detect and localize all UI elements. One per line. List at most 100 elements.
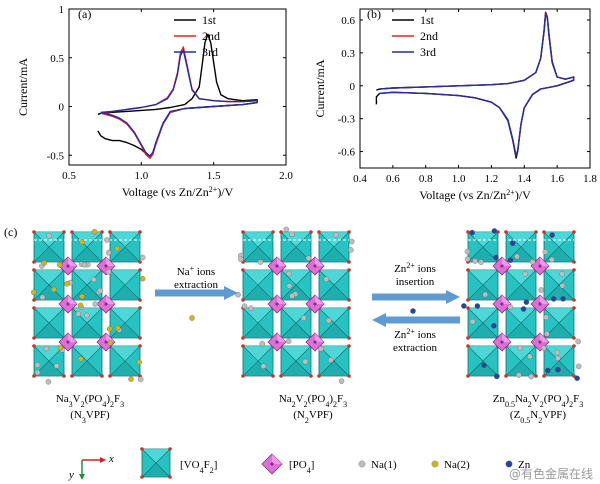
vo4f2-octahedron xyxy=(140,447,172,479)
na1-atom xyxy=(575,363,582,370)
po4-tetrahedron xyxy=(530,256,550,276)
na1-atom xyxy=(238,256,244,263)
zn-atom xyxy=(507,257,514,263)
vo4f2-octahedron xyxy=(317,268,351,302)
legend-label: [PO4] xyxy=(289,459,314,475)
na1-atom xyxy=(45,379,52,385)
legend-label: 1st xyxy=(420,13,435,27)
vo4f2-octahedron xyxy=(466,306,500,340)
na1-atom xyxy=(137,376,144,383)
structure-legend: x y [VO4F2] [PO4] Na(1) Na(2) Zn xyxy=(68,447,531,481)
transition-label: Zn2+ ions xyxy=(394,261,436,276)
zn-atom xyxy=(491,228,498,234)
transition-label: Na+ ions xyxy=(177,264,215,279)
po4-tetrahedron xyxy=(492,294,512,314)
vo4f2-octahedron xyxy=(70,344,104,378)
po4-tetrahedron xyxy=(492,332,512,352)
na1-atom xyxy=(464,248,471,255)
po4-tetrahedron xyxy=(261,453,283,475)
formula: Na3V2(PO4)2F3 xyxy=(56,393,124,409)
vo4f2-octahedron xyxy=(32,344,66,378)
x-tick-label: 2.0 xyxy=(279,170,293,182)
x-tick-label: 1.4 xyxy=(517,173,531,185)
transition-sublabel: extraction xyxy=(393,342,437,354)
x-tick-label: 0.6 xyxy=(386,173,400,185)
na1-atom xyxy=(516,372,522,378)
x-axis-label: Voltage (vs Zn/Zn2+)/V xyxy=(419,188,531,203)
na1-atom xyxy=(302,358,309,365)
na1-atom xyxy=(286,283,293,289)
cv-chart-a: 0.5 1.0 1.5 2.0 -0.5 0 0.5 1 Voltage (vs Zn/Zn2+… xyxy=(16,4,293,199)
x-axis-label-sup: 2+ xyxy=(209,185,218,194)
na1-atom xyxy=(305,255,312,262)
na1-atom xyxy=(538,287,544,293)
zn-atom xyxy=(505,460,513,468)
x-tick-label: 1.8 xyxy=(583,173,597,185)
legend-label: [VO4F2] xyxy=(180,459,217,475)
na1-atom xyxy=(53,363,60,369)
x-tick-label: 0.4 xyxy=(353,173,367,185)
vo4f2-octahedron xyxy=(32,306,66,340)
na1-atom xyxy=(482,291,489,298)
vo4f2-octahedron xyxy=(241,344,275,378)
na1-atom xyxy=(75,311,82,317)
po4-tetrahedron xyxy=(305,294,325,314)
zn-atom xyxy=(491,323,497,329)
transition-label: Zn2+ ions xyxy=(394,327,436,342)
na2-atom xyxy=(77,302,84,309)
vo4f2-octahedron xyxy=(542,306,576,340)
na2-atom xyxy=(56,262,63,268)
na1-atom xyxy=(575,338,581,345)
na2-atom xyxy=(189,315,195,321)
vo4f2-octahedron xyxy=(317,306,351,340)
na1-atom xyxy=(289,293,295,299)
na1-atom xyxy=(333,232,339,238)
po4-tetrahedron xyxy=(96,332,116,352)
na1-atom xyxy=(540,345,547,351)
na2-atom xyxy=(79,239,85,245)
na1-atom xyxy=(241,303,248,309)
transition-sublabel: insertion xyxy=(396,276,435,288)
po4-tetrahedron xyxy=(530,294,550,314)
na2-atom xyxy=(57,344,64,351)
formula-abbreviation: (N2VPF) xyxy=(293,409,333,425)
legend-item-vo4f2: [VO4F2] xyxy=(140,447,217,479)
na2-atom xyxy=(30,289,37,296)
cv-chart-b: 0.4 0.6 0.8 1.0 1.2 1.4 1.6 1.8 -0.6 -0.3 0 0.3 0.6 V… xyxy=(313,7,597,202)
na2-atom xyxy=(107,340,114,346)
na2-atom xyxy=(91,229,98,235)
axis-x-label: x xyxy=(108,453,114,465)
na1-atom xyxy=(285,338,292,344)
po4-tetrahedron xyxy=(305,256,325,276)
na2-atom xyxy=(106,326,113,332)
legend-label: 2nd xyxy=(420,29,438,43)
na1-atom xyxy=(555,355,561,361)
na1-atom xyxy=(507,304,514,310)
vo4f2-octahedron xyxy=(70,268,104,302)
na1-atom xyxy=(527,353,533,360)
legend-label: 1st xyxy=(202,13,217,27)
zn-atom xyxy=(555,366,561,373)
series-line-3rd xyxy=(100,49,258,157)
na1-atom xyxy=(43,345,50,352)
na1-atom xyxy=(300,315,307,321)
legend-label: Na(2) xyxy=(444,459,470,471)
na1-atom xyxy=(259,340,265,347)
y-axis-label: Current/mA xyxy=(313,59,327,117)
na1-atom xyxy=(92,301,98,307)
na1-atom xyxy=(34,369,41,376)
zn-atom xyxy=(544,367,551,374)
formula-abbreviation: (Z0.5N2VPF) xyxy=(510,409,567,425)
formula: Zn0.5Na2V2(PO4)2F3 xyxy=(493,393,584,409)
na1-atom xyxy=(81,262,88,268)
na1-atom xyxy=(34,362,41,368)
zn-atom xyxy=(560,296,566,302)
po4-tetrahedron xyxy=(492,256,512,276)
na2-atom xyxy=(136,359,142,365)
structure-caption-2: Na2V2(PO4)2F3(N2VPF) xyxy=(279,393,347,425)
formula: Na2V2(PO4)2F3 xyxy=(279,393,347,409)
zn-atom xyxy=(523,299,530,305)
zn-atom xyxy=(461,303,467,309)
zn-atom xyxy=(493,254,499,261)
